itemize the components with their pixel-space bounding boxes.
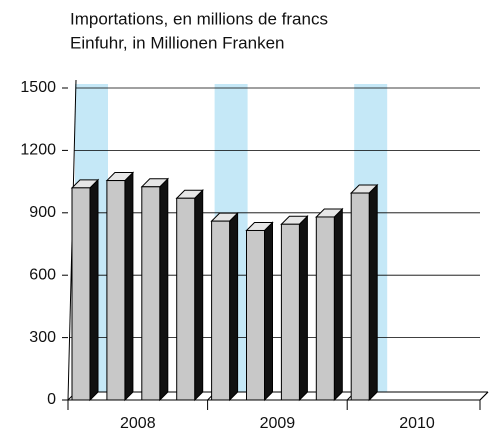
bar-side [264,221,273,402]
chart-subtitle: Einfuhr, in Millionen Franken [70,33,285,52]
chart-title: Importations, en millions de francs [70,9,328,28]
bar-front [71,187,91,401]
bar-front [211,220,231,401]
y-tick-label: 1500 [20,79,56,96]
y-tick-label: 300 [29,329,56,346]
bar-side [229,211,239,402]
bar [245,221,274,402]
bar-side [124,171,134,402]
bar-front [176,197,196,401]
bar-side [298,215,308,402]
y-tick-label: 1200 [20,142,56,159]
bar-side [333,207,343,402]
bar [349,183,379,402]
x-group-label: 2010 [399,415,435,432]
y-tick-label: 900 [29,204,56,221]
bar-side [89,178,99,402]
x-group-label: 2009 [260,415,296,432]
bar-side [368,183,378,402]
bar-front [280,223,300,401]
bar [105,171,135,402]
y-tick-label: 600 [29,266,56,283]
y-tick-label: 0 [47,391,56,408]
bar [315,207,344,402]
bar-front [141,186,161,401]
bar-side [194,189,204,402]
bar-front [106,180,126,401]
bar-front [315,216,335,401]
bar [280,215,309,402]
bar-front [246,229,265,401]
bar-front [350,192,370,401]
bar [140,177,170,402]
group-separator-top [479,391,489,401]
bar-side [159,177,169,402]
bar [175,189,204,402]
x-group-label: 2008 [120,415,156,432]
bar [210,211,239,402]
bar [70,178,100,402]
